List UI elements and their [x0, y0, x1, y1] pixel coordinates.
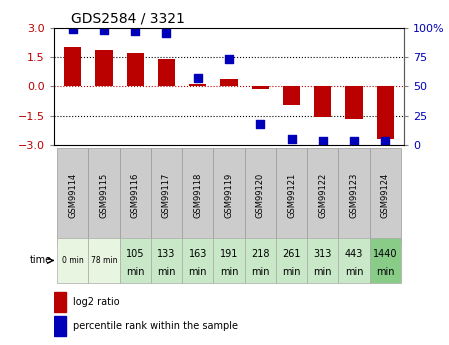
- Point: [288, 136, 295, 142]
- Text: min: min: [157, 267, 176, 277]
- Point: [319, 139, 326, 144]
- Text: min: min: [251, 267, 269, 277]
- Text: GSM99118: GSM99118: [193, 172, 202, 218]
- Text: 133: 133: [157, 249, 176, 259]
- Text: GSM99122: GSM99122: [318, 172, 327, 218]
- Text: 105: 105: [126, 249, 145, 259]
- Point: [100, 27, 107, 33]
- Bar: [119, 238, 151, 283]
- Text: min: min: [282, 267, 301, 277]
- Bar: [158, 59, 175, 86]
- Text: min: min: [313, 267, 332, 277]
- Text: min: min: [220, 267, 238, 277]
- Bar: [213, 238, 245, 283]
- Bar: [283, 86, 300, 105]
- Bar: [251, 86, 269, 89]
- Text: 313: 313: [313, 249, 332, 259]
- Text: GSM99119: GSM99119: [224, 172, 233, 218]
- Bar: [345, 86, 363, 119]
- Bar: [276, 148, 307, 242]
- Bar: [95, 50, 113, 86]
- Bar: [57, 238, 88, 283]
- Text: 218: 218: [251, 249, 269, 259]
- Point: [163, 31, 170, 36]
- Text: 163: 163: [189, 249, 207, 259]
- Bar: [220, 79, 238, 86]
- Bar: [245, 148, 276, 242]
- Bar: [54, 292, 66, 312]
- Text: GDS2584 / 3321: GDS2584 / 3321: [71, 11, 185, 25]
- Text: 0 min: 0 min: [62, 256, 84, 265]
- Text: 261: 261: [282, 249, 301, 259]
- Text: GSM99117: GSM99117: [162, 172, 171, 218]
- Point: [132, 28, 139, 34]
- Bar: [182, 238, 213, 283]
- Bar: [54, 316, 66, 336]
- Text: min: min: [189, 267, 207, 277]
- Text: GSM99124: GSM99124: [381, 172, 390, 218]
- Bar: [276, 238, 307, 283]
- Bar: [370, 238, 401, 283]
- Bar: [182, 148, 213, 242]
- Bar: [213, 148, 245, 242]
- Point: [257, 121, 264, 127]
- Bar: [189, 84, 207, 86]
- Text: GSM99114: GSM99114: [68, 172, 77, 218]
- Point: [351, 139, 358, 144]
- Text: percentile rank within the sample: percentile rank within the sample: [73, 321, 238, 331]
- Text: GSM99115: GSM99115: [99, 172, 108, 218]
- Bar: [339, 148, 370, 242]
- Bar: [314, 86, 331, 117]
- Text: GSM99123: GSM99123: [350, 172, 359, 218]
- Text: 78 min: 78 min: [91, 256, 117, 265]
- Text: min: min: [126, 267, 145, 277]
- Text: GSM99120: GSM99120: [256, 172, 265, 218]
- Bar: [245, 238, 276, 283]
- Bar: [64, 47, 81, 86]
- Bar: [339, 238, 370, 283]
- Bar: [151, 148, 182, 242]
- Bar: [119, 148, 151, 242]
- Point: [225, 57, 233, 62]
- Point: [382, 139, 389, 144]
- Text: 1440: 1440: [373, 249, 397, 259]
- Bar: [377, 86, 394, 139]
- Text: min: min: [376, 267, 395, 277]
- Text: GSM99121: GSM99121: [287, 172, 296, 218]
- Bar: [88, 148, 119, 242]
- Bar: [370, 148, 401, 242]
- Point: [194, 75, 201, 81]
- Text: time: time: [30, 256, 53, 265]
- Bar: [88, 238, 119, 283]
- Text: GSM99116: GSM99116: [131, 172, 140, 218]
- Text: 443: 443: [345, 249, 363, 259]
- Bar: [307, 238, 339, 283]
- Bar: [151, 238, 182, 283]
- Bar: [57, 148, 88, 242]
- Bar: [127, 53, 144, 86]
- Point: [69, 26, 76, 31]
- Text: 191: 191: [220, 249, 238, 259]
- Text: log2 ratio: log2 ratio: [73, 297, 120, 307]
- Text: min: min: [345, 267, 363, 277]
- Bar: [307, 148, 339, 242]
